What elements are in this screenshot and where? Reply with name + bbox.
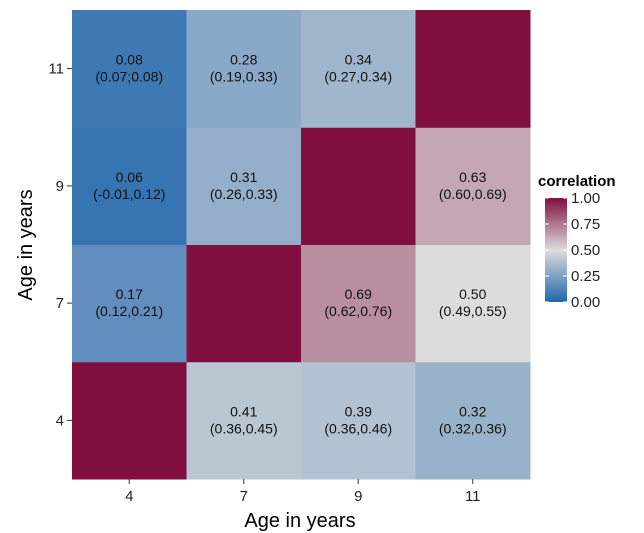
cell-value-label: 0.08	[116, 52, 143, 68]
cell-ci-label: (0.60,0.69)	[439, 186, 507, 202]
heatmap-cell	[72, 10, 187, 128]
y-tick-label: 7	[56, 295, 64, 312]
cell-value-label: 0.50	[459, 286, 486, 302]
legend-tick-label: 0.75	[571, 216, 600, 233]
y-axis: 4 7 9 11	[48, 61, 72, 429]
cell-ci-label: (0.26,0.33)	[210, 186, 278, 202]
cell-value-label: 0.41	[230, 403, 257, 419]
heatmap-cell-labels: 0.41(0.36,0.45) 0.39(0.36,0.46) 0.32(0.32,…	[93, 52, 507, 437]
cell-value-label: 0.17	[116, 286, 143, 302]
heatmap-cell	[415, 361, 531, 480]
heatmap-cell	[72, 361, 187, 480]
x-tick-label: 7	[240, 488, 248, 505]
y-tick-label: 11	[48, 61, 64, 78]
heatmap-cell	[415, 244, 531, 363]
cell-ci-label: (0.62,0.76)	[324, 303, 392, 319]
cell-ci-label: (0.36,0.45)	[210, 420, 278, 436]
legend-tick-label: 0.50	[571, 242, 600, 259]
cell-ci-label: (0.49,0.55)	[439, 303, 507, 319]
cell-ci-label: (-0.01,0.12)	[93, 186, 165, 202]
legend-tick-label: 0.25	[571, 268, 600, 285]
heatmap-cells	[72, 10, 531, 480]
x-axis: 4 7 9 11	[125, 479, 481, 505]
cell-value-label: 0.06	[116, 169, 143, 185]
cell-ci-label: (0.07;0.08)	[95, 69, 163, 85]
cell-ci-label: (0.27,0.34)	[324, 69, 392, 85]
heatmap-cell	[186, 127, 302, 245]
cell-ci-label: (0.19,0.33)	[210, 69, 278, 85]
heatmap-cell	[301, 10, 416, 128]
heatmap-cell	[415, 127, 531, 245]
cell-value-label: 0.28	[230, 52, 257, 68]
x-tick-label: 4	[125, 488, 133, 505]
cell-ci-label: (0.36,0.46)	[324, 420, 392, 436]
color-legend: correlation 1.00 0.75 0.50 0.25 0.00	[538, 173, 616, 311]
x-tick-label: 11	[465, 488, 481, 505]
heatmap-cell	[186, 10, 302, 128]
y-tick-label: 9	[56, 178, 64, 195]
legend-color-bar	[545, 198, 567, 302]
heatmap-cell	[415, 10, 531, 128]
x-tick-label: 9	[354, 488, 362, 505]
heatmap-cell	[301, 361, 416, 480]
heatmap-cell	[72, 244, 187, 363]
cell-value-label: 0.69	[345, 286, 372, 302]
legend-ticks: 1.00 0.75 0.50 0.25 0.00	[545, 190, 600, 311]
heatmap-cell	[301, 244, 416, 363]
cell-ci-label: (0.32,0.36)	[439, 420, 507, 436]
cell-value-label: 0.34	[345, 52, 372, 68]
legend-tick-label: 1.00	[571, 190, 600, 207]
heatmap-cell	[186, 244, 302, 363]
heatmap-cell	[72, 127, 187, 245]
legend-tick-label: 0.00	[571, 294, 600, 311]
cell-value-label: 0.63	[459, 169, 486, 185]
heatmap-cell	[301, 127, 416, 245]
y-axis-title: Age in years	[15, 189, 37, 300]
cell-ci-label: (0.12,0.21)	[95, 303, 163, 319]
cell-value-label: 0.32	[459, 403, 486, 419]
heatmap-cell	[186, 361, 302, 480]
legend-title: correlation	[538, 173, 616, 190]
y-tick-label: 4	[56, 412, 64, 429]
x-axis-title: Age in years	[244, 510, 355, 532]
cell-value-label: 0.31	[230, 169, 257, 185]
cell-value-label: 0.39	[345, 403, 372, 419]
